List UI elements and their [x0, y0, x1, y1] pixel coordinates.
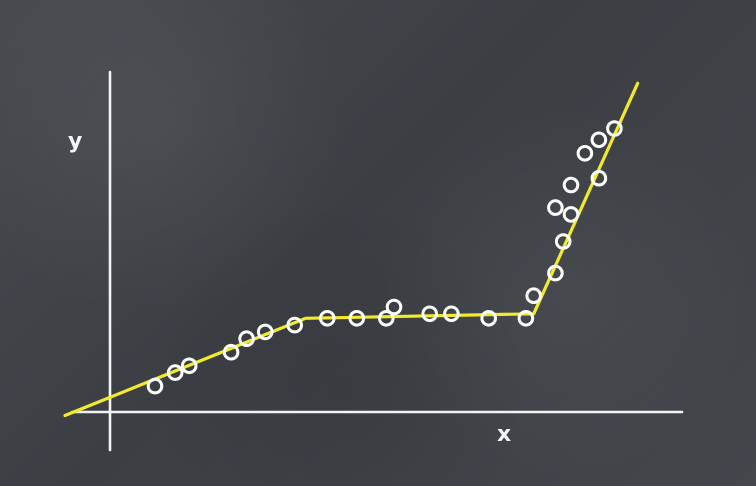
data-point: [443, 305, 460, 323]
data-point: [547, 199, 564, 216]
data-point: [606, 120, 623, 137]
data-point: [547, 264, 564, 282]
data-point: [421, 305, 439, 323]
scatter-points-group: [146, 120, 623, 395]
data-point: [238, 330, 255, 348]
data-point: [576, 145, 594, 162]
y-axis-label: y: [68, 129, 82, 154]
data-point: [146, 377, 164, 395]
fit-line-group: [63, 81, 640, 418]
data-point: [286, 316, 304, 334]
data-point: [166, 364, 184, 381]
data-point: [562, 176, 580, 194]
data-point: [554, 233, 572, 250]
data-point: [517, 310, 535, 327]
data-point: [222, 343, 240, 361]
piecewise-fit-line: [63, 81, 640, 418]
data-point: [385, 298, 403, 316]
data-point: [319, 310, 336, 327]
data-point: [590, 131, 608, 149]
data-point: [256, 323, 274, 341]
data-point: [562, 206, 580, 223]
data-point: [590, 169, 608, 187]
data-point: [480, 310, 498, 327]
data-point: [180, 357, 198, 375]
data-point: [525, 287, 543, 305]
data-point: [348, 310, 366, 327]
data-point: [378, 310, 395, 327]
x-axis-label: x: [497, 422, 511, 447]
